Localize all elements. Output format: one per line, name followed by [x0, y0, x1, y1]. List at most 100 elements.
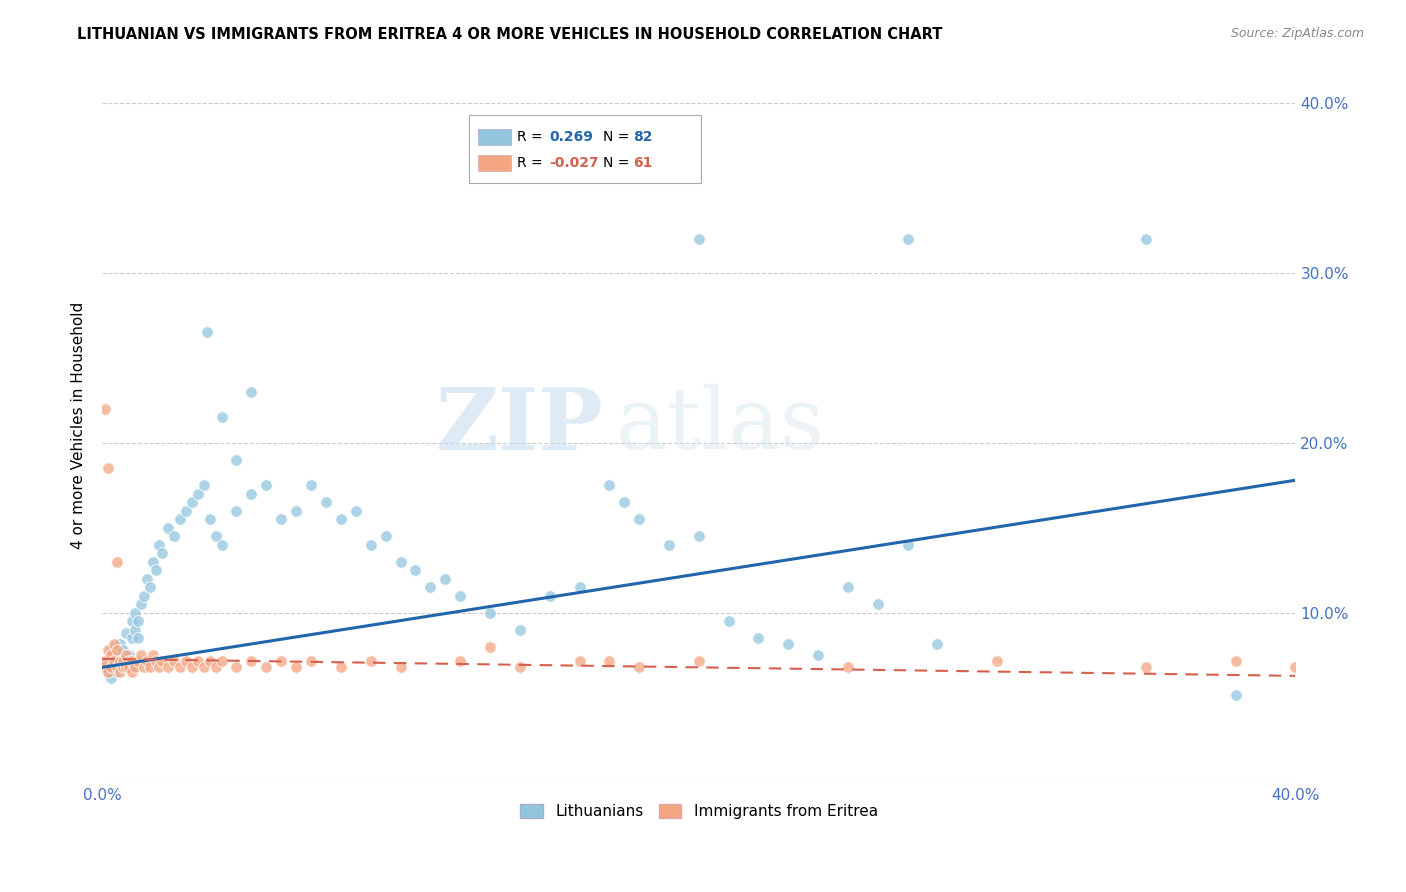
Point: [344, 504, 367, 518]
Point: [717, 615, 740, 629]
Point: [150, 546, 173, 560]
Text: 61: 61: [633, 156, 652, 169]
Point: [124, 623, 146, 637]
Point: [211, 538, 233, 552]
Point: [1284, 660, 1306, 674]
Point: [156, 660, 179, 674]
Point: [145, 654, 167, 668]
Point: [129, 598, 152, 612]
Point: [374, 529, 396, 543]
Point: [108, 654, 131, 668]
Point: [299, 654, 322, 668]
Point: [139, 660, 162, 674]
Point: [132, 660, 155, 674]
Point: [118, 660, 141, 674]
FancyBboxPatch shape: [478, 129, 512, 145]
Point: [112, 654, 135, 668]
Point: [174, 504, 197, 518]
Point: [127, 615, 149, 629]
Point: [129, 648, 152, 663]
Point: [103, 640, 125, 654]
Point: [225, 504, 247, 518]
Text: -0.027: -0.027: [550, 156, 599, 169]
Point: [299, 478, 322, 492]
Point: [509, 623, 531, 637]
Point: [195, 325, 218, 339]
Point: [479, 640, 502, 654]
Text: Source: ZipAtlas.com: Source: ZipAtlas.com: [1230, 27, 1364, 40]
Point: [509, 660, 531, 674]
Point: [112, 643, 135, 657]
Point: [568, 654, 591, 668]
Point: [169, 512, 191, 526]
Point: [115, 648, 138, 663]
Point: [254, 478, 277, 492]
FancyBboxPatch shape: [478, 155, 512, 170]
Text: N =: N =: [603, 156, 630, 169]
Text: ZIP: ZIP: [436, 384, 603, 467]
Point: [225, 452, 247, 467]
Point: [105, 665, 128, 680]
Point: [94, 654, 117, 668]
Point: [105, 660, 128, 674]
Point: [927, 636, 949, 650]
Text: R =: R =: [517, 156, 543, 169]
Point: [479, 606, 502, 620]
Point: [360, 654, 382, 668]
Point: [112, 660, 135, 674]
Point: [136, 572, 159, 586]
Point: [142, 555, 165, 569]
Point: [118, 660, 141, 674]
Point: [97, 643, 120, 657]
Point: [747, 632, 769, 646]
Point: [1135, 232, 1157, 246]
Point: [103, 654, 125, 668]
Point: [115, 654, 138, 668]
Point: [658, 538, 681, 552]
Point: [121, 615, 143, 629]
Point: [270, 512, 292, 526]
Point: [315, 495, 337, 509]
Point: [127, 632, 149, 646]
Point: [121, 654, 143, 668]
Point: [94, 660, 117, 674]
Point: [180, 495, 202, 509]
Point: [108, 665, 131, 680]
Point: [100, 648, 122, 663]
Y-axis label: 4 or more Vehicles in Household: 4 or more Vehicles in Household: [72, 302, 86, 549]
Point: [150, 654, 173, 668]
Point: [628, 660, 651, 674]
Point: [187, 487, 209, 501]
Point: [204, 529, 226, 543]
Text: LITHUANIAN VS IMMIGRANTS FROM ERITREA 4 OR MORE VEHICLES IN HOUSEHOLD CORRELATIO: LITHUANIAN VS IMMIGRANTS FROM ERITREA 4 …: [77, 27, 942, 42]
Point: [156, 521, 179, 535]
Point: [97, 654, 120, 668]
Point: [866, 598, 889, 612]
Point: [132, 589, 155, 603]
Point: [807, 648, 830, 663]
Point: [103, 636, 125, 650]
Point: [97, 461, 120, 475]
Point: [389, 555, 412, 569]
Point: [112, 660, 135, 674]
Point: [94, 660, 117, 674]
Point: [240, 384, 263, 399]
Point: [108, 654, 131, 668]
Point: [118, 654, 141, 668]
Point: [97, 665, 120, 680]
Point: [329, 660, 352, 674]
Point: [1135, 660, 1157, 674]
Point: [204, 660, 226, 674]
Point: [360, 538, 382, 552]
Point: [837, 581, 859, 595]
Point: [115, 626, 138, 640]
Text: 82: 82: [633, 130, 652, 145]
Point: [148, 538, 170, 552]
Point: [187, 654, 209, 668]
Point: [198, 512, 221, 526]
Point: [897, 538, 920, 552]
FancyBboxPatch shape: [468, 115, 702, 183]
Point: [538, 589, 561, 603]
Text: atlas: atlas: [616, 384, 824, 467]
Point: [163, 529, 186, 543]
